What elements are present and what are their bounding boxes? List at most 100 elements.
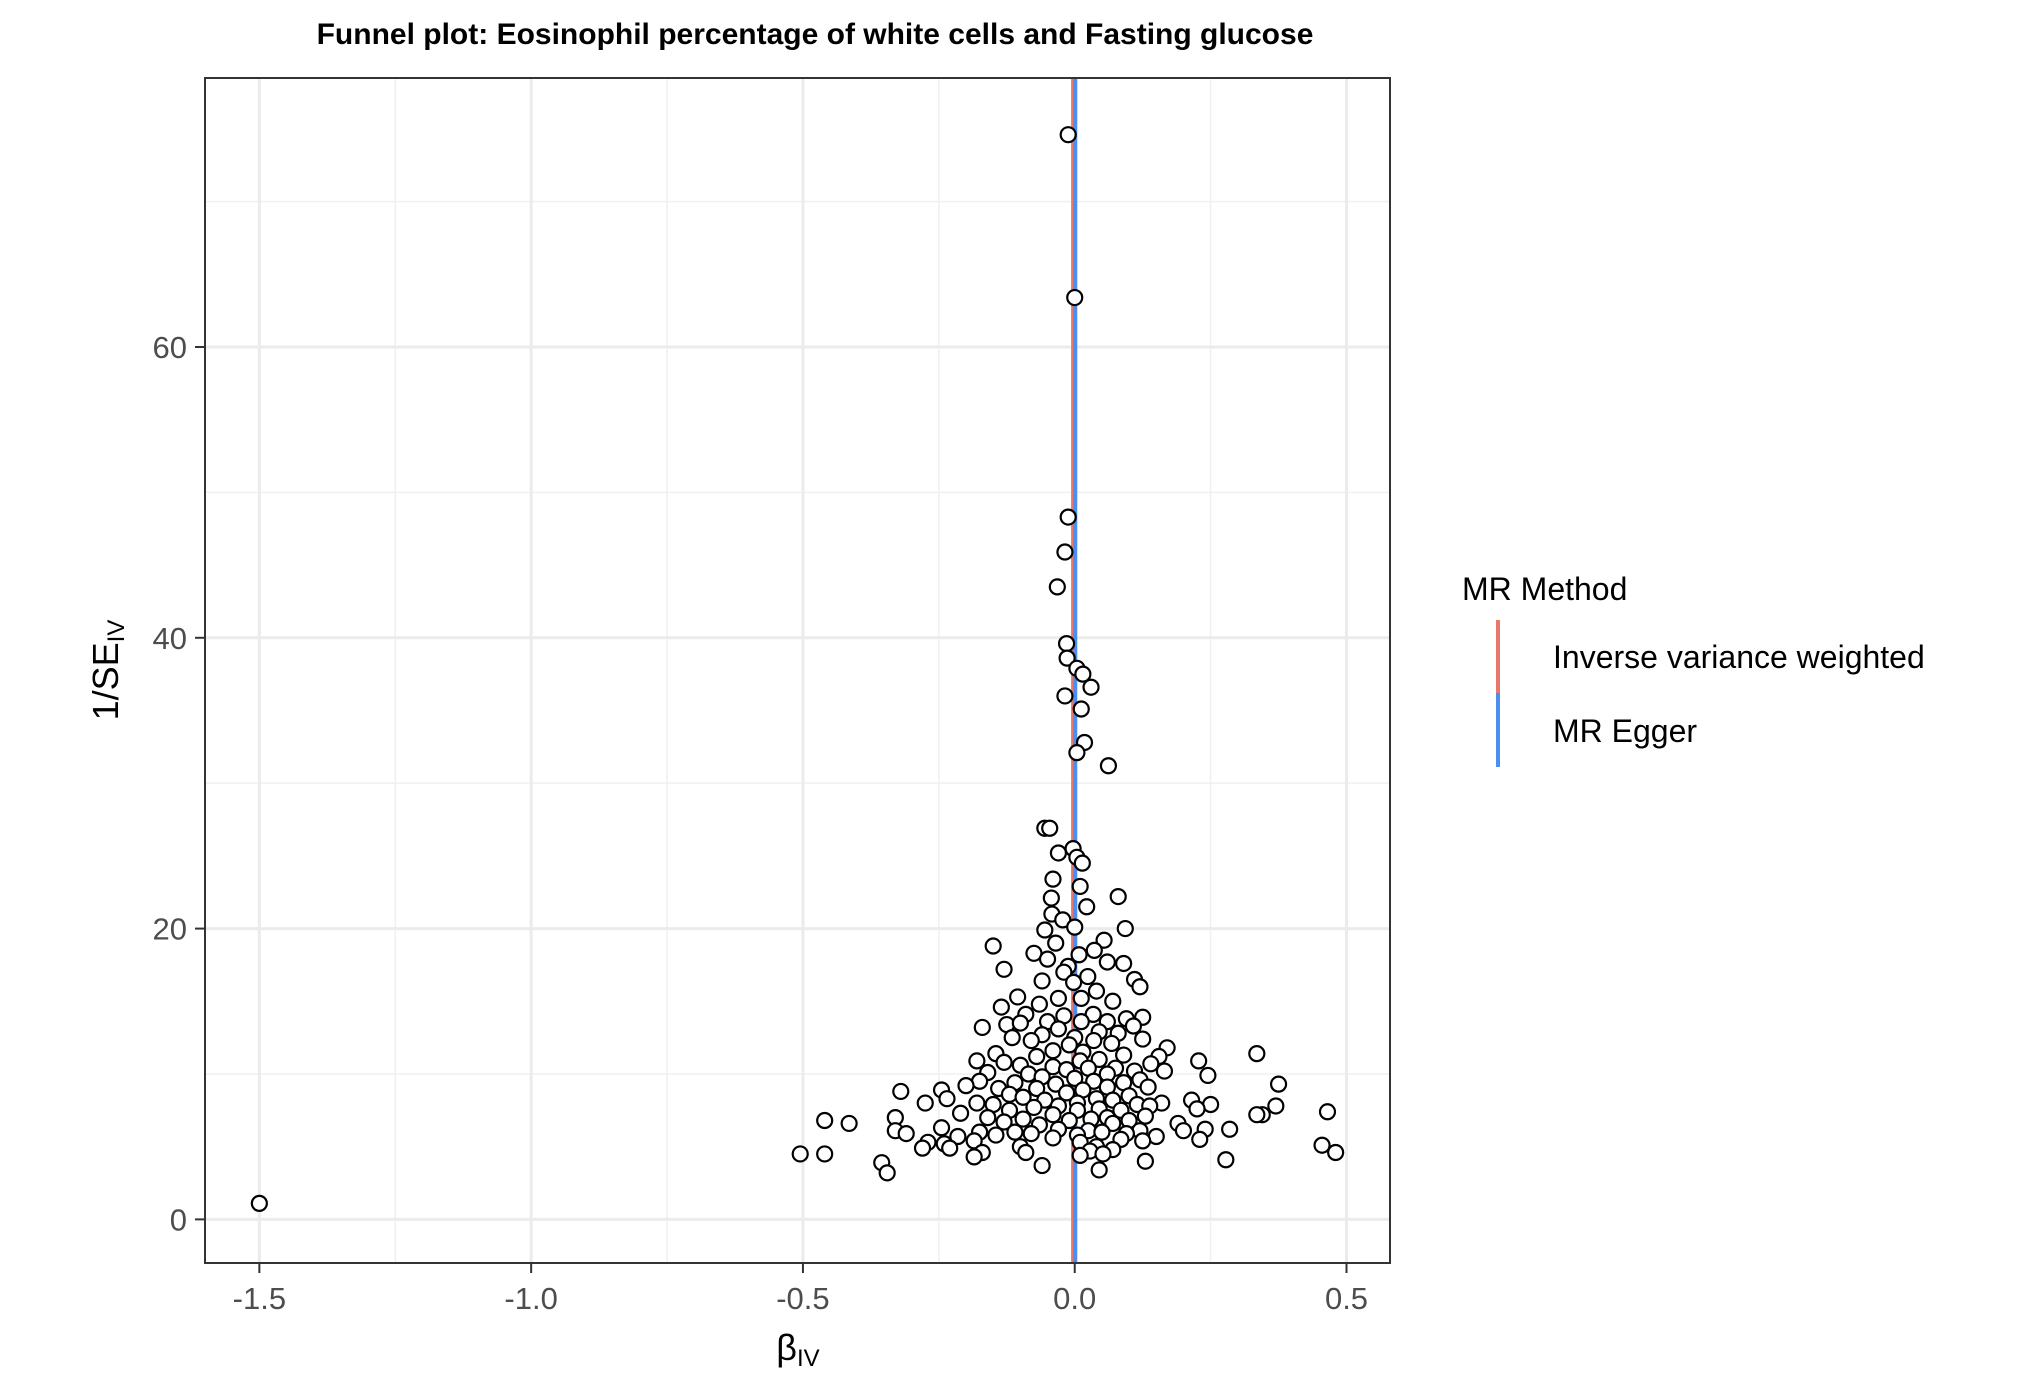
data-point: [1104, 1114, 1122, 1133]
data-point: [1014, 1110, 1032, 1128]
data-point: [1327, 1143, 1345, 1162]
data-point: [1313, 1136, 1331, 1154]
legend: MR Method Inverse variance weighted MR E…: [1462, 571, 1925, 767]
data-point: [791, 1145, 809, 1163]
data-point: [1104, 992, 1122, 1010]
y-axis-title-main: 1/SE: [85, 642, 126, 720]
data-point: [1071, 1146, 1089, 1165]
data-point: [995, 1113, 1013, 1131]
data-point: [1047, 934, 1065, 952]
data-point: [1048, 578, 1066, 596]
data-point: [1079, 967, 1097, 986]
data-point: [1142, 1055, 1160, 1073]
data-point: [816, 1145, 834, 1163]
data-point: [979, 1109, 997, 1127]
x-tick-label: 0.0: [1053, 1281, 1096, 1316]
x-axis-title: βIV: [776, 1327, 819, 1372]
data-point: [1058, 649, 1076, 667]
data-point: [1087, 982, 1106, 1000]
data-point: [1066, 288, 1084, 307]
data-point: [1078, 898, 1096, 916]
data-point: [984, 937, 1002, 955]
data-point: [913, 1139, 932, 1157]
data-point: [1267, 1097, 1285, 1115]
data-point: [1049, 989, 1068, 1007]
data-point: [1017, 1143, 1035, 1162]
y-axis-title: 1/SEIV: [85, 620, 130, 721]
data-point: [1085, 1031, 1103, 1050]
data-point: [1071, 877, 1089, 896]
data-point: [1022, 1031, 1040, 1050]
data-point: [250, 1194, 268, 1212]
data-point: [1025, 1098, 1043, 1117]
data-point: [1022, 1124, 1040, 1143]
data-point: [1055, 963, 1073, 981]
data-point: [816, 1111, 834, 1130]
data-point: [1070, 946, 1088, 964]
x-axis: -1.5 -1.0 -0.5 0.0 0.5: [233, 1263, 1368, 1316]
data-point: [1044, 1129, 1062, 1147]
data-point: [1042, 889, 1060, 907]
data-point: [995, 1053, 1013, 1071]
data-point: [1044, 1106, 1062, 1124]
data-point: [892, 1082, 910, 1101]
data-point: [1131, 978, 1149, 996]
x-tick-label: -0.5: [776, 1281, 829, 1316]
chart-title: Funnel plot: Eosinophil percentage of wh…: [317, 18, 1314, 51]
data-point: [1124, 1017, 1143, 1035]
data-point: [941, 1139, 959, 1157]
y-tick-label: 0: [170, 1202, 187, 1237]
data-point: [840, 1114, 858, 1133]
data-point: [1019, 1065, 1038, 1083]
data-point: [968, 1052, 986, 1070]
data-point: [1000, 1085, 1019, 1103]
data-point: [1049, 844, 1068, 862]
data-point: [1057, 1084, 1076, 1102]
data-point: [1318, 1103, 1337, 1121]
y-tick-label: 40: [153, 621, 187, 656]
data-point: [1059, 126, 1077, 144]
y-tick-label: 60: [153, 330, 187, 365]
data-point: [1098, 953, 1116, 971]
data-point: [938, 1090, 956, 1108]
data-point: [1082, 678, 1100, 696]
data-point: [949, 1127, 967, 1146]
plot-panel: [204, 77, 1391, 1264]
y-axis: 0 20 40 60: [153, 330, 205, 1237]
data-point: [1090, 1161, 1108, 1179]
data-point: [1065, 973, 1083, 991]
data-point: [1009, 988, 1027, 1006]
data-point: [1269, 1075, 1288, 1093]
data-point: [1109, 887, 1127, 906]
data-point: [1041, 819, 1059, 837]
data-point: [1028, 1079, 1046, 1098]
data-point: [1033, 1156, 1051, 1175]
data-point: [1049, 1020, 1068, 1038]
data-point: [1060, 1036, 1078, 1054]
data-point: [1248, 1045, 1266, 1063]
data-point: [951, 1104, 970, 1122]
data-point: [1044, 870, 1062, 888]
data-point: [1033, 972, 1051, 990]
data-point: [968, 1094, 986, 1112]
data-point: [995, 960, 1013, 978]
data-point: [1248, 1106, 1266, 1124]
data-point: [1199, 1066, 1217, 1085]
data-point: [1134, 1030, 1152, 1048]
data-point: [1221, 1120, 1239, 1138]
data-point: [1068, 744, 1086, 762]
y-axis-title-sub: IV: [103, 620, 130, 643]
data-point: [1115, 954, 1133, 973]
x-axis-title-sub: IV: [797, 1345, 820, 1372]
legend-title: MR Method: [1462, 571, 1627, 607]
data-point: [1056, 687, 1074, 705]
data-point: [1094, 1145, 1112, 1163]
data-point: [1028, 1047, 1046, 1066]
data-point: [1074, 665, 1092, 683]
data-point: [992, 998, 1010, 1016]
data-point: [1072, 989, 1090, 1007]
data-point: [1047, 1075, 1065, 1093]
data-point: [1095, 931, 1113, 949]
